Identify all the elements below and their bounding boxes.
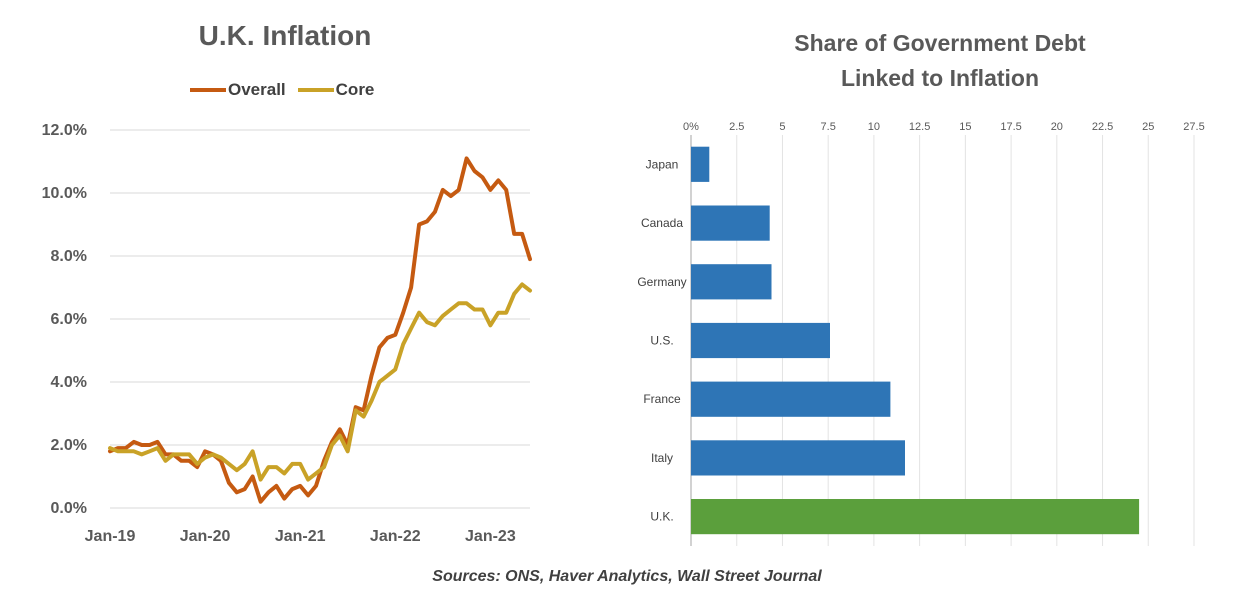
legend-swatch-core: [297, 88, 334, 92]
series-line-core: [108, 282, 532, 482]
y-tick-label: 0.0%: [51, 500, 87, 517]
category-label: France: [643, 392, 681, 406]
x-tick-label: 12.5: [909, 121, 930, 133]
left-chart-legend: Overall Core: [190, 80, 374, 100]
x-tick-label: 20: [1051, 121, 1063, 133]
x-tick-label: Jan-21: [275, 528, 326, 545]
x-tick-label: 15: [959, 121, 971, 133]
bar-canada: [691, 205, 770, 241]
x-tick-label: 25: [1142, 121, 1154, 133]
x-tick-label: 17.5: [1000, 121, 1021, 133]
x-tick-label: 5: [779, 121, 785, 133]
category-label: U.K.: [650, 510, 673, 524]
category-label: Germany: [637, 275, 686, 289]
category-label: Italy: [651, 451, 673, 465]
legend-item-overall: Overall: [190, 80, 286, 100]
right-chart-title-line-1: Share of Government Debt: [794, 30, 1086, 56]
bar-germany: [691, 264, 772, 300]
inflation-linked-debt-bar-chart: 0% 2.5 5 7.5 10 12.5 15 17.5 20 22.5 25 27.5 Japan Ca…: [637, 121, 1205, 546]
legend-label-overall: Overall: [228, 80, 286, 99]
x-tick-label: 7.5: [821, 121, 836, 133]
x-tick-label: 0%: [683, 121, 699, 133]
right-chart-title-line-2: Linked to Inflation: [840, 65, 1040, 91]
y-tick-label: 10.0%: [42, 185, 87, 202]
left-chart-title: U.K. Inflation: [198, 20, 372, 51]
bar-japan: [691, 146, 710, 182]
y-tick-label: 4.0%: [51, 374, 87, 391]
y-tick-label: 2.0%: [51, 437, 87, 454]
x-tick-label: 22.5: [1092, 121, 1113, 133]
bar-france: [691, 381, 891, 417]
x-tick-label: 27.5: [1183, 121, 1204, 133]
x-tick-label: Jan-20: [180, 528, 231, 545]
x-tick-label: 10: [868, 121, 880, 133]
x-tick-label: Jan-23: [465, 528, 516, 545]
uk-inflation-line-chart: 0.0% 2.0% 4.0% 6.0% 8.0% 10.0% 12.0% Jan-19 Jan-…: [42, 122, 532, 545]
y-tick-label: 12.0%: [42, 122, 87, 139]
bar-uk: [691, 499, 1140, 535]
sources-note: Sources: ONS, Haver Analytics, Wall Stre…: [432, 568, 822, 585]
x-tick-label: Jan-22: [370, 528, 421, 545]
series-line-overall: [108, 156, 532, 504]
legend-label-core: Core: [335, 80, 375, 99]
x-tick-label: 2.5: [729, 121, 744, 133]
category-label: U.S.: [650, 334, 673, 348]
y-tick-label: 6.0%: [51, 311, 87, 328]
right-chart-title: Share of Government Debt Linked to Infla…: [740, 26, 1140, 96]
x-tick-label: Jan-19: [85, 528, 136, 545]
legend-swatch-overall: [190, 88, 226, 92]
bar-us: [691, 322, 830, 359]
category-label: Canada: [641, 216, 683, 230]
category-label: Japan: [646, 157, 679, 171]
y-tick-label: 8.0%: [51, 248, 87, 265]
bar-italy: [691, 440, 905, 476]
legend-item-core: Core: [297, 80, 375, 100]
